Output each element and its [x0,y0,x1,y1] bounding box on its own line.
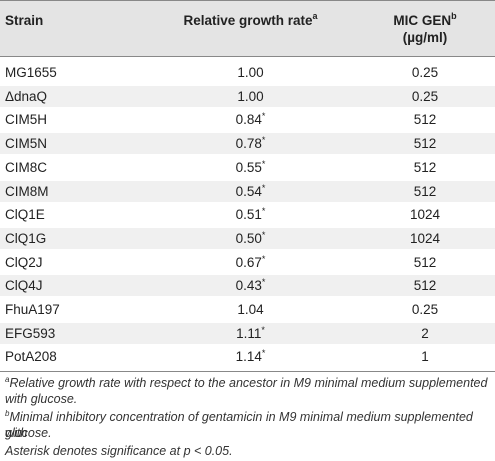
table-header-band [0,0,495,56]
cell-strain: CIM8M [5,183,49,199]
header-rule [0,56,495,57]
significance-asterisk: * [261,348,266,359]
significance-asterisk: * [261,206,266,217]
cell-strain: ClQ2J [5,254,43,270]
cell-relative-growth-rate: 1.00 [148,86,353,107]
growth-rate-value: 0.50 [235,230,262,246]
cell-strain: CIM5N [5,136,48,152]
cell-relative-growth-rate: 1.00 [148,62,353,83]
table-row: CIM8C 0.55* 512 [0,157,495,178]
cell-strain: CIM5H [5,112,48,128]
table-row: ΔdnaQ 1.00 0.25 [0,85,495,107]
table-top-rule [0,0,495,1]
cell-strain: ClQ1E [5,207,45,223]
growth-rate-value: 1.04 [237,302,264,317]
table-row: EFG593 1.11* 2 [0,322,495,344]
growth-rate-value: 0.54 [235,183,262,199]
cell-mic-gen: 0.25 [411,88,439,104]
table-row: MG1655 1.00 0.25 [0,62,495,83]
cell-relative-growth-rate: 0.50* [148,228,353,249]
footnote-marker-b: b [451,11,457,21]
table-row: FhuA197 1.04 0.25 [0,299,495,320]
significance-asterisk: * [261,182,266,193]
table-row: ClQ2J 0.67* 512 [0,252,495,273]
growth-rate-value: 0.84 [235,112,262,128]
cell-mic-gen: 1024 [409,230,441,246]
cell-relative-growth-rate: 1.11* [148,323,353,344]
cell-mic-gen: 0.25 [411,65,439,80]
table-bottom-rule [0,371,495,372]
cell-mic-gen: 1 [421,349,429,365]
significance-asterisk: * [261,229,266,240]
table-row: PotA208 1.14* 1 [0,346,495,367]
cell-strain: PotA208 [5,349,57,365]
cell-relative-growth-rate: 1.04 [148,299,353,320]
footnote-a: aRelative growth rate with respect to th… [5,375,488,391]
growth-rate-value: 0.55 [235,159,262,175]
table-row: ClQ4J 0.43* 512 [0,275,495,297]
cell-relative-growth-rate: 0.67* [148,252,353,273]
cell-relative-growth-rate: 1.14* [148,346,353,367]
growth-rate-value: 1.00 [237,65,264,80]
footnote-b: bMinimal inhibitory concentration of gen… [5,409,473,441]
header-mic-unit: (µg/ml) [402,30,448,45]
growth-rate-value: 1.11 [236,325,262,341]
table-row: CIM5N 0.78* 512 [0,133,495,155]
growth-rate-value: 0.78 [235,136,262,152]
cell-strain: ClQ4J [5,278,43,294]
significance-asterisk: * [261,253,266,264]
table-row: CIM5H 0.84* 512 [0,109,495,130]
header-relative-growth-rate: Relative growth ratea [183,11,318,29]
cell-strain: CIM8C [5,159,48,175]
cell-strain: ClQ1G [5,230,47,246]
cell-mic-gen: 512 [413,136,437,152]
growth-rate-value: 0.51 [235,207,262,223]
significance-asterisk: * [261,135,266,146]
cell-mic-gen: 512 [413,112,437,128]
growth-rate-value: 0.43 [235,278,262,294]
header-strain: Strain [5,13,44,28]
growth-rate-value: 1.00 [237,88,264,104]
cell-mic-gen: 512 [413,183,437,199]
cell-strain: ΔdnaQ [5,88,48,104]
cell-relative-growth-rate: 0.84* [148,109,353,130]
cell-relative-growth-rate: 0.55* [148,157,353,178]
cell-mic-gen: 512 [413,278,437,294]
footnote-a-cont: with glucose. [5,392,78,406]
significance-asterisk: * [261,324,265,335]
growth-rate-value: 1.14 [235,349,262,365]
cell-mic-gen: 512 [413,159,437,175]
cell-relative-growth-rate: 0.51* [148,204,353,225]
footnote-b-cont: glucose. [5,426,52,440]
table-row: ClQ1G 0.50* 1024 [0,227,495,249]
significance-asterisk: * [261,111,266,122]
cell-mic-gen: 2 [421,325,429,341]
table-row: ClQ1E 0.51* 1024 [0,204,495,225]
cell-strain: EFG593 [5,325,56,341]
significance-asterisk: * [261,277,266,288]
header-mic-gen: MIC GENb (µg/ml) [393,11,457,46]
cell-relative-growth-rate: 0.43* [148,275,353,296]
table-row: CIM8M 0.54* 512 [0,180,495,202]
cell-mic-gen: 1024 [409,207,441,223]
growth-rate-value: 0.67 [235,254,262,270]
cell-mic-gen: 512 [413,254,437,270]
cell-relative-growth-rate: 0.54* [148,181,353,202]
footnote-asterisk: Asterisk denotes significance at p < 0.0… [5,444,233,458]
cell-strain: FhuA197 [5,302,60,317]
significance-asterisk: * [261,158,266,169]
cell-mic-gen: 0.25 [411,302,439,317]
cell-strain: MG1655 [5,65,57,80]
cell-relative-growth-rate: 0.78* [148,133,353,154]
footnote-marker-a: a [312,11,318,21]
